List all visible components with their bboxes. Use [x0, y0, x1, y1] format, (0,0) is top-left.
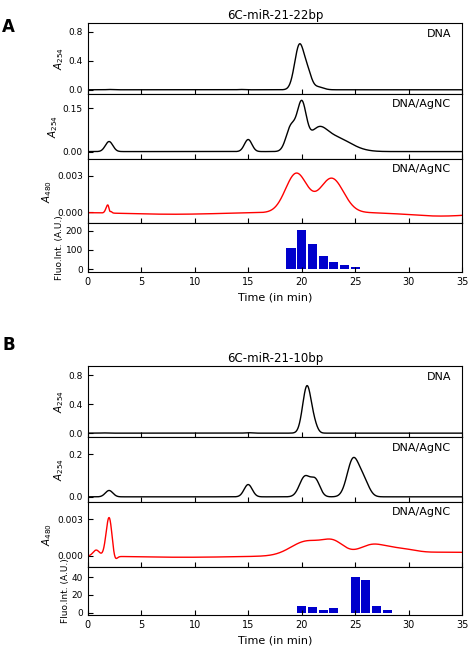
Bar: [351, 577, 360, 613]
Y-axis label: $A_{254}$: $A_{254}$: [46, 115, 60, 138]
Y-axis label: $A_{480}$: $A_{480}$: [40, 180, 54, 203]
Text: DNA: DNA: [427, 372, 451, 382]
Y-axis label: $A_{254}$: $A_{254}$: [52, 390, 66, 413]
Bar: [319, 610, 328, 613]
Bar: [297, 230, 306, 269]
Text: DNA/AgNC: DNA/AgNC: [392, 443, 451, 453]
Title: 6C-miR-21-22bp: 6C-miR-21-22bp: [227, 9, 323, 22]
Y-axis label: Fluo.Int. (A.U.): Fluo.Int. (A.U.): [55, 215, 64, 280]
Text: DNA/AgNC: DNA/AgNC: [392, 507, 451, 517]
Text: DNA/AgNC: DNA/AgNC: [392, 99, 451, 109]
Text: B: B: [2, 336, 15, 353]
Bar: [286, 248, 295, 269]
Y-axis label: $A_{480}$: $A_{480}$: [40, 523, 54, 546]
Y-axis label: $A_{254}$: $A_{254}$: [52, 458, 66, 482]
Bar: [383, 610, 392, 613]
Text: A: A: [2, 18, 15, 36]
Y-axis label: $A_{254}$: $A_{254}$: [52, 47, 66, 70]
Bar: [329, 608, 338, 613]
Text: DNA/AgNC: DNA/AgNC: [392, 164, 451, 174]
Bar: [351, 268, 360, 269]
Title: 6C-miR-21-10bp: 6C-miR-21-10bp: [227, 352, 323, 365]
X-axis label: Time (in min): Time (in min): [238, 636, 312, 645]
Bar: [340, 265, 349, 269]
X-axis label: Time (in min): Time (in min): [238, 292, 312, 302]
Bar: [361, 580, 370, 613]
Bar: [297, 607, 306, 613]
Text: DNA: DNA: [427, 29, 451, 39]
Bar: [319, 256, 328, 269]
Bar: [329, 263, 338, 269]
Bar: [308, 244, 317, 269]
Y-axis label: Fluo.Int. (A.U.): Fluo.Int. (A.U.): [61, 559, 70, 623]
Bar: [372, 605, 381, 613]
Bar: [308, 607, 317, 613]
